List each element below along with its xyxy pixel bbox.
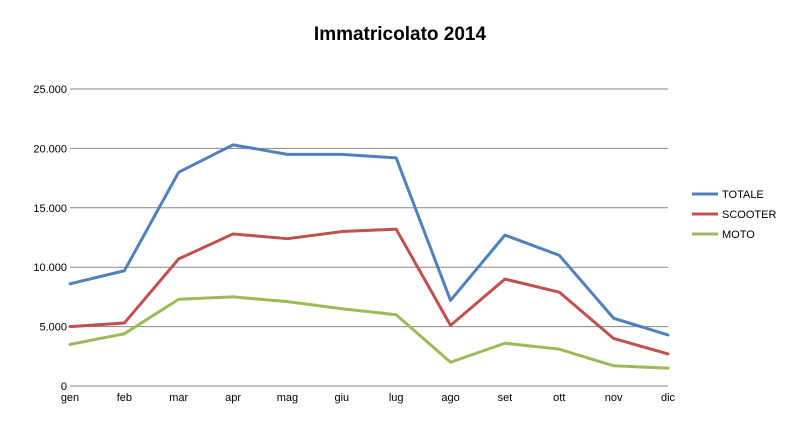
gridlines xyxy=(70,88,668,387)
x-tick-label: giu xyxy=(334,392,349,404)
x-axis-tick-labels: gen feb mar apr mag giu lug ago set ott nov dic xyxy=(61,392,676,404)
series-line-moto xyxy=(68,295,670,370)
x-tick-label: set xyxy=(498,392,513,404)
series-line-scooter xyxy=(68,227,670,356)
x-tick-label: ott xyxy=(553,392,565,404)
x-tick-label: ago xyxy=(441,392,459,404)
x-tick-label: mag xyxy=(277,392,298,404)
legend-label-totale: TOTALE xyxy=(722,189,764,201)
y-tick-label: 0 xyxy=(61,381,67,393)
x-tick-label: nov xyxy=(605,392,623,404)
legend: TOTALE SCOOTER MOTO xyxy=(692,189,776,241)
x-tick-label: feb xyxy=(117,392,132,404)
x-tick-label: mar xyxy=(169,392,188,404)
y-axis-tick-labels: 0 5.000 10.000 15.000 20.000 25.000 xyxy=(33,84,67,393)
legend-label-scooter: SCOOTER xyxy=(722,209,776,221)
x-tick-label: apr xyxy=(225,392,241,404)
x-tick-label: dic xyxy=(661,392,676,404)
chart-title: Immatricolato 2014 xyxy=(314,24,487,45)
series-line-totale xyxy=(68,143,670,337)
y-tick-label: 5.000 xyxy=(39,322,67,334)
data-series xyxy=(68,143,670,370)
x-tick-label: gen xyxy=(61,392,79,404)
y-tick-label: 25.000 xyxy=(33,84,67,96)
y-tick-label: 15.000 xyxy=(33,203,67,215)
y-tick-label: 20.000 xyxy=(33,143,67,155)
x-tick-label: lug xyxy=(389,392,404,404)
y-tick-label: 10.000 xyxy=(33,262,67,274)
legend-label-moto: MOTO xyxy=(722,229,755,241)
